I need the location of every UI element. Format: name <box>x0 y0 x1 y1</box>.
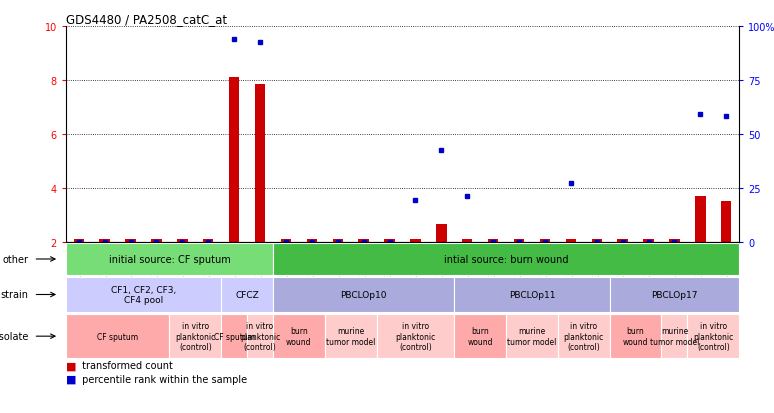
Bar <box>229 78 239 296</box>
Text: murine
tumor model: murine tumor model <box>507 327 557 346</box>
Text: CF sputum: CF sputum <box>214 332 255 341</box>
Text: PBCLOp10: PBCLOp10 <box>341 290 387 299</box>
Bar <box>566 240 576 296</box>
Text: ■: ■ <box>66 374 77 384</box>
Bar <box>454 277 610 313</box>
Text: burn
wound: burn wound <box>467 327 493 346</box>
Bar <box>687 314 739 358</box>
Bar <box>488 240 498 296</box>
Bar <box>377 314 454 358</box>
Text: ■: ■ <box>66 361 77 370</box>
Bar <box>307 240 317 296</box>
Bar <box>273 243 739 275</box>
Bar <box>66 277 221 313</box>
Bar <box>506 314 558 358</box>
Bar <box>325 314 377 358</box>
Text: other: other <box>3 254 29 264</box>
Text: transformed count: transformed count <box>79 361 173 370</box>
Text: strain: strain <box>1 290 29 300</box>
Bar <box>273 277 454 313</box>
Bar <box>695 197 706 296</box>
Bar <box>203 240 214 296</box>
Bar <box>221 277 273 313</box>
Bar <box>437 225 447 296</box>
Bar <box>74 240 84 296</box>
Bar <box>591 240 602 296</box>
Bar <box>385 240 395 296</box>
Bar <box>99 240 110 296</box>
Text: CFCZ: CFCZ <box>235 290 259 299</box>
Bar <box>66 314 170 358</box>
Bar <box>177 240 187 296</box>
Bar <box>247 314 273 358</box>
Bar <box>151 240 162 296</box>
Text: intial source: burn wound: intial source: burn wound <box>444 254 568 264</box>
Bar <box>662 314 687 358</box>
Text: in vitro
planktonic
(control): in vitro planktonic (control) <box>694 321 734 351</box>
Text: in vitro
planktonic
(control): in vitro planktonic (control) <box>175 321 215 351</box>
Bar <box>255 85 265 296</box>
Text: in vitro
planktonic
(control): in vitro planktonic (control) <box>563 321 604 351</box>
Bar <box>454 314 506 358</box>
Bar <box>410 240 420 296</box>
Bar <box>558 314 610 358</box>
Bar <box>539 240 550 296</box>
Bar <box>670 240 680 296</box>
Text: PBCLOp11: PBCLOp11 <box>509 290 555 299</box>
Bar <box>66 243 273 275</box>
Bar <box>721 202 731 296</box>
Bar <box>610 277 739 313</box>
Bar <box>610 314 662 358</box>
Bar <box>333 240 343 296</box>
Text: murine
tumor model: murine tumor model <box>649 327 699 346</box>
Text: CF sputum: CF sputum <box>97 332 138 341</box>
Bar <box>125 240 135 296</box>
Text: burn
wound: burn wound <box>286 327 312 346</box>
Text: CF1, CF2, CF3,
CF4 pool: CF1, CF2, CF3, CF4 pool <box>111 285 176 304</box>
Text: percentile rank within the sample: percentile rank within the sample <box>79 374 248 384</box>
Text: PBCLOp17: PBCLOp17 <box>651 290 697 299</box>
Text: in vitro
planktonic
(control): in vitro planktonic (control) <box>396 321 436 351</box>
Text: GDS4480 / PA2508_catC_at: GDS4480 / PA2508_catC_at <box>66 13 227 26</box>
Text: burn
wound: burn wound <box>623 327 649 346</box>
Bar <box>462 240 472 296</box>
Text: in vitro
planktonic
(control): in vitro planktonic (control) <box>240 321 280 351</box>
Text: murine
tumor model: murine tumor model <box>326 327 375 346</box>
Bar <box>281 240 291 296</box>
Bar <box>358 240 369 296</box>
Bar <box>273 314 325 358</box>
Text: isolate: isolate <box>0 331 29 341</box>
Bar <box>643 240 654 296</box>
Bar <box>221 314 247 358</box>
Bar <box>514 240 524 296</box>
Bar <box>170 314 221 358</box>
Text: initial source: CF sputum: initial source: CF sputum <box>108 254 230 264</box>
Bar <box>618 240 628 296</box>
